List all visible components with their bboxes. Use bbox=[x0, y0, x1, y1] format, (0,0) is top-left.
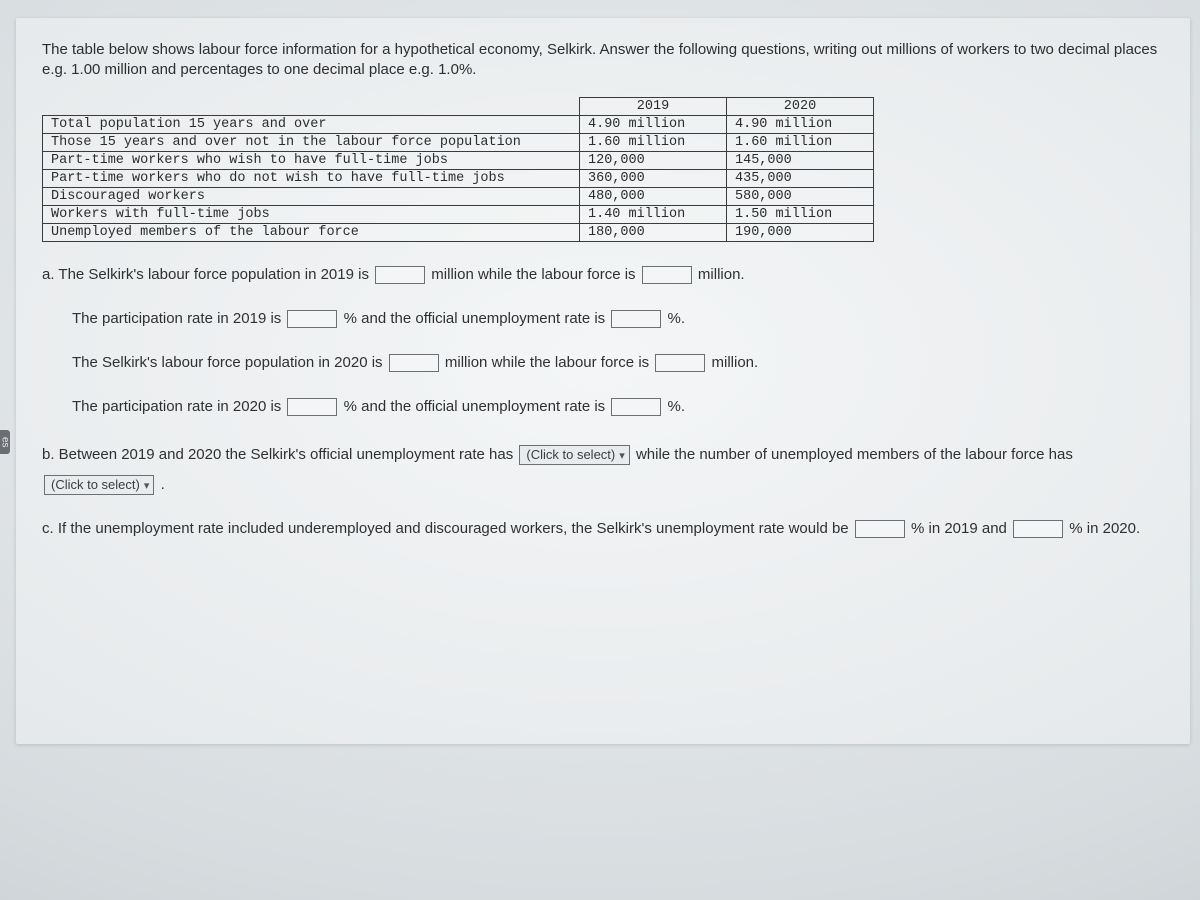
text: The participation rate in 2020 is bbox=[72, 398, 281, 415]
input-lf-pop-2019[interactable] bbox=[375, 266, 425, 284]
text: while the number of unemployed members o… bbox=[636, 446, 1073, 463]
cell-2020: 580,000 bbox=[727, 187, 874, 205]
cell-2020: 1.50 million bbox=[727, 205, 874, 223]
intro-text: The table below shows labour force infor… bbox=[42, 40, 1164, 81]
text: . bbox=[161, 476, 165, 493]
cell-2020: 190,000 bbox=[727, 223, 874, 241]
chevron-down-icon: ▾ bbox=[144, 477, 150, 495]
text: % in 2019 and bbox=[911, 520, 1007, 537]
row-label: Discouraged workers bbox=[43, 187, 580, 205]
text: c. If the unemployment rate included und… bbox=[42, 520, 849, 537]
cell-2020: 145,000 bbox=[727, 151, 874, 169]
text: % in 2020. bbox=[1069, 520, 1140, 537]
row-label: Total population 15 years and over bbox=[43, 115, 580, 133]
cell-2019: 1.60 million bbox=[580, 133, 727, 151]
input-participation-2019[interactable] bbox=[287, 310, 337, 328]
row-label: Workers with full-time jobs bbox=[43, 205, 580, 223]
select-members-direction[interactable]: (Click to select) ▾ bbox=[44, 475, 154, 495]
row-label: Unemployed members of the labour force bbox=[43, 223, 580, 241]
input-lf-pop-2020[interactable] bbox=[389, 354, 439, 372]
text: %. bbox=[668, 310, 686, 327]
table-row: Unemployed members of the labour force 1… bbox=[43, 223, 874, 241]
text: b. Between 2019 and 2020 the Selkirk's o… bbox=[42, 446, 513, 463]
header-blank bbox=[43, 97, 580, 115]
input-unemp-rate-2020[interactable] bbox=[611, 398, 661, 416]
col-2020: 2020 bbox=[727, 97, 874, 115]
table-row: Discouraged workers 480,000 580,000 bbox=[43, 187, 874, 205]
cell-2020: 1.60 million bbox=[727, 133, 874, 151]
question-c: c. If the unemployment rate included und… bbox=[42, 514, 1164, 544]
row-label: Those 15 years and over not in the labou… bbox=[43, 133, 580, 151]
cell-2019: 120,000 bbox=[580, 151, 727, 169]
text: % and the official unemployment rate is bbox=[344, 310, 606, 327]
cell-2020: 4.90 million bbox=[727, 115, 874, 133]
table-row: Part-time workers who wish to have full-… bbox=[43, 151, 874, 169]
select-label: (Click to select) bbox=[526, 447, 615, 462]
question-b: b. Between 2019 and 2020 the Selkirk's o… bbox=[42, 440, 1164, 500]
input-lf-2019[interactable] bbox=[642, 266, 692, 284]
select-label: (Click to select) bbox=[51, 477, 140, 492]
input-adj-rate-2019[interactable] bbox=[855, 520, 905, 538]
text: The participation rate in 2019 is bbox=[72, 310, 281, 327]
labour-force-table: 2019 2020 Total population 15 years and … bbox=[42, 97, 874, 242]
col-2019: 2019 bbox=[580, 97, 727, 115]
table-row: Part-time workers who do not wish to hav… bbox=[43, 169, 874, 187]
text: million while the labour force is bbox=[431, 266, 635, 283]
input-adj-rate-2020[interactable] bbox=[1013, 520, 1063, 538]
left-edge-tab: es bbox=[0, 430, 10, 454]
cell-2019: 1.40 million bbox=[580, 205, 727, 223]
cell-2019: 480,000 bbox=[580, 187, 727, 205]
cell-2020: 435,000 bbox=[727, 169, 874, 187]
question-a-line3: The Selkirk's labour force population in… bbox=[72, 348, 1164, 378]
cell-2019: 360,000 bbox=[580, 169, 727, 187]
row-label: Part-time workers who do not wish to hav… bbox=[43, 169, 580, 187]
question-a-line2: The participation rate in 2019 is % and … bbox=[72, 304, 1164, 334]
table-row: Workers with full-time jobs 1.40 million… bbox=[43, 205, 874, 223]
question-a-line1: a. The Selkirk's labour force population… bbox=[42, 260, 1164, 290]
cell-2019: 4.90 million bbox=[580, 115, 727, 133]
table-header-row: 2019 2020 bbox=[43, 97, 874, 115]
text: million. bbox=[712, 354, 759, 371]
input-participation-2020[interactable] bbox=[287, 398, 337, 416]
select-rate-direction[interactable]: (Click to select) ▾ bbox=[519, 445, 629, 465]
text: a. The Selkirk's labour force population… bbox=[42, 266, 369, 283]
table-row: Those 15 years and over not in the labou… bbox=[43, 133, 874, 151]
input-unemp-rate-2019[interactable] bbox=[611, 310, 661, 328]
question-sheet: The table below shows labour force infor… bbox=[16, 18, 1190, 744]
question-a-line4: The participation rate in 2020 is % and … bbox=[72, 392, 1164, 422]
row-label: Part-time workers who wish to have full-… bbox=[43, 151, 580, 169]
table-row: Total population 15 years and over 4.90 … bbox=[43, 115, 874, 133]
cell-2019: 180,000 bbox=[580, 223, 727, 241]
text: The Selkirk's labour force population in… bbox=[72, 354, 383, 371]
text: million while the labour force is bbox=[445, 354, 649, 371]
chevron-down-icon: ▾ bbox=[619, 447, 625, 465]
text: %. bbox=[668, 398, 686, 415]
input-lf-2020[interactable] bbox=[655, 354, 705, 372]
text: million. bbox=[698, 266, 745, 283]
text: % and the official unemployment rate is bbox=[344, 398, 606, 415]
